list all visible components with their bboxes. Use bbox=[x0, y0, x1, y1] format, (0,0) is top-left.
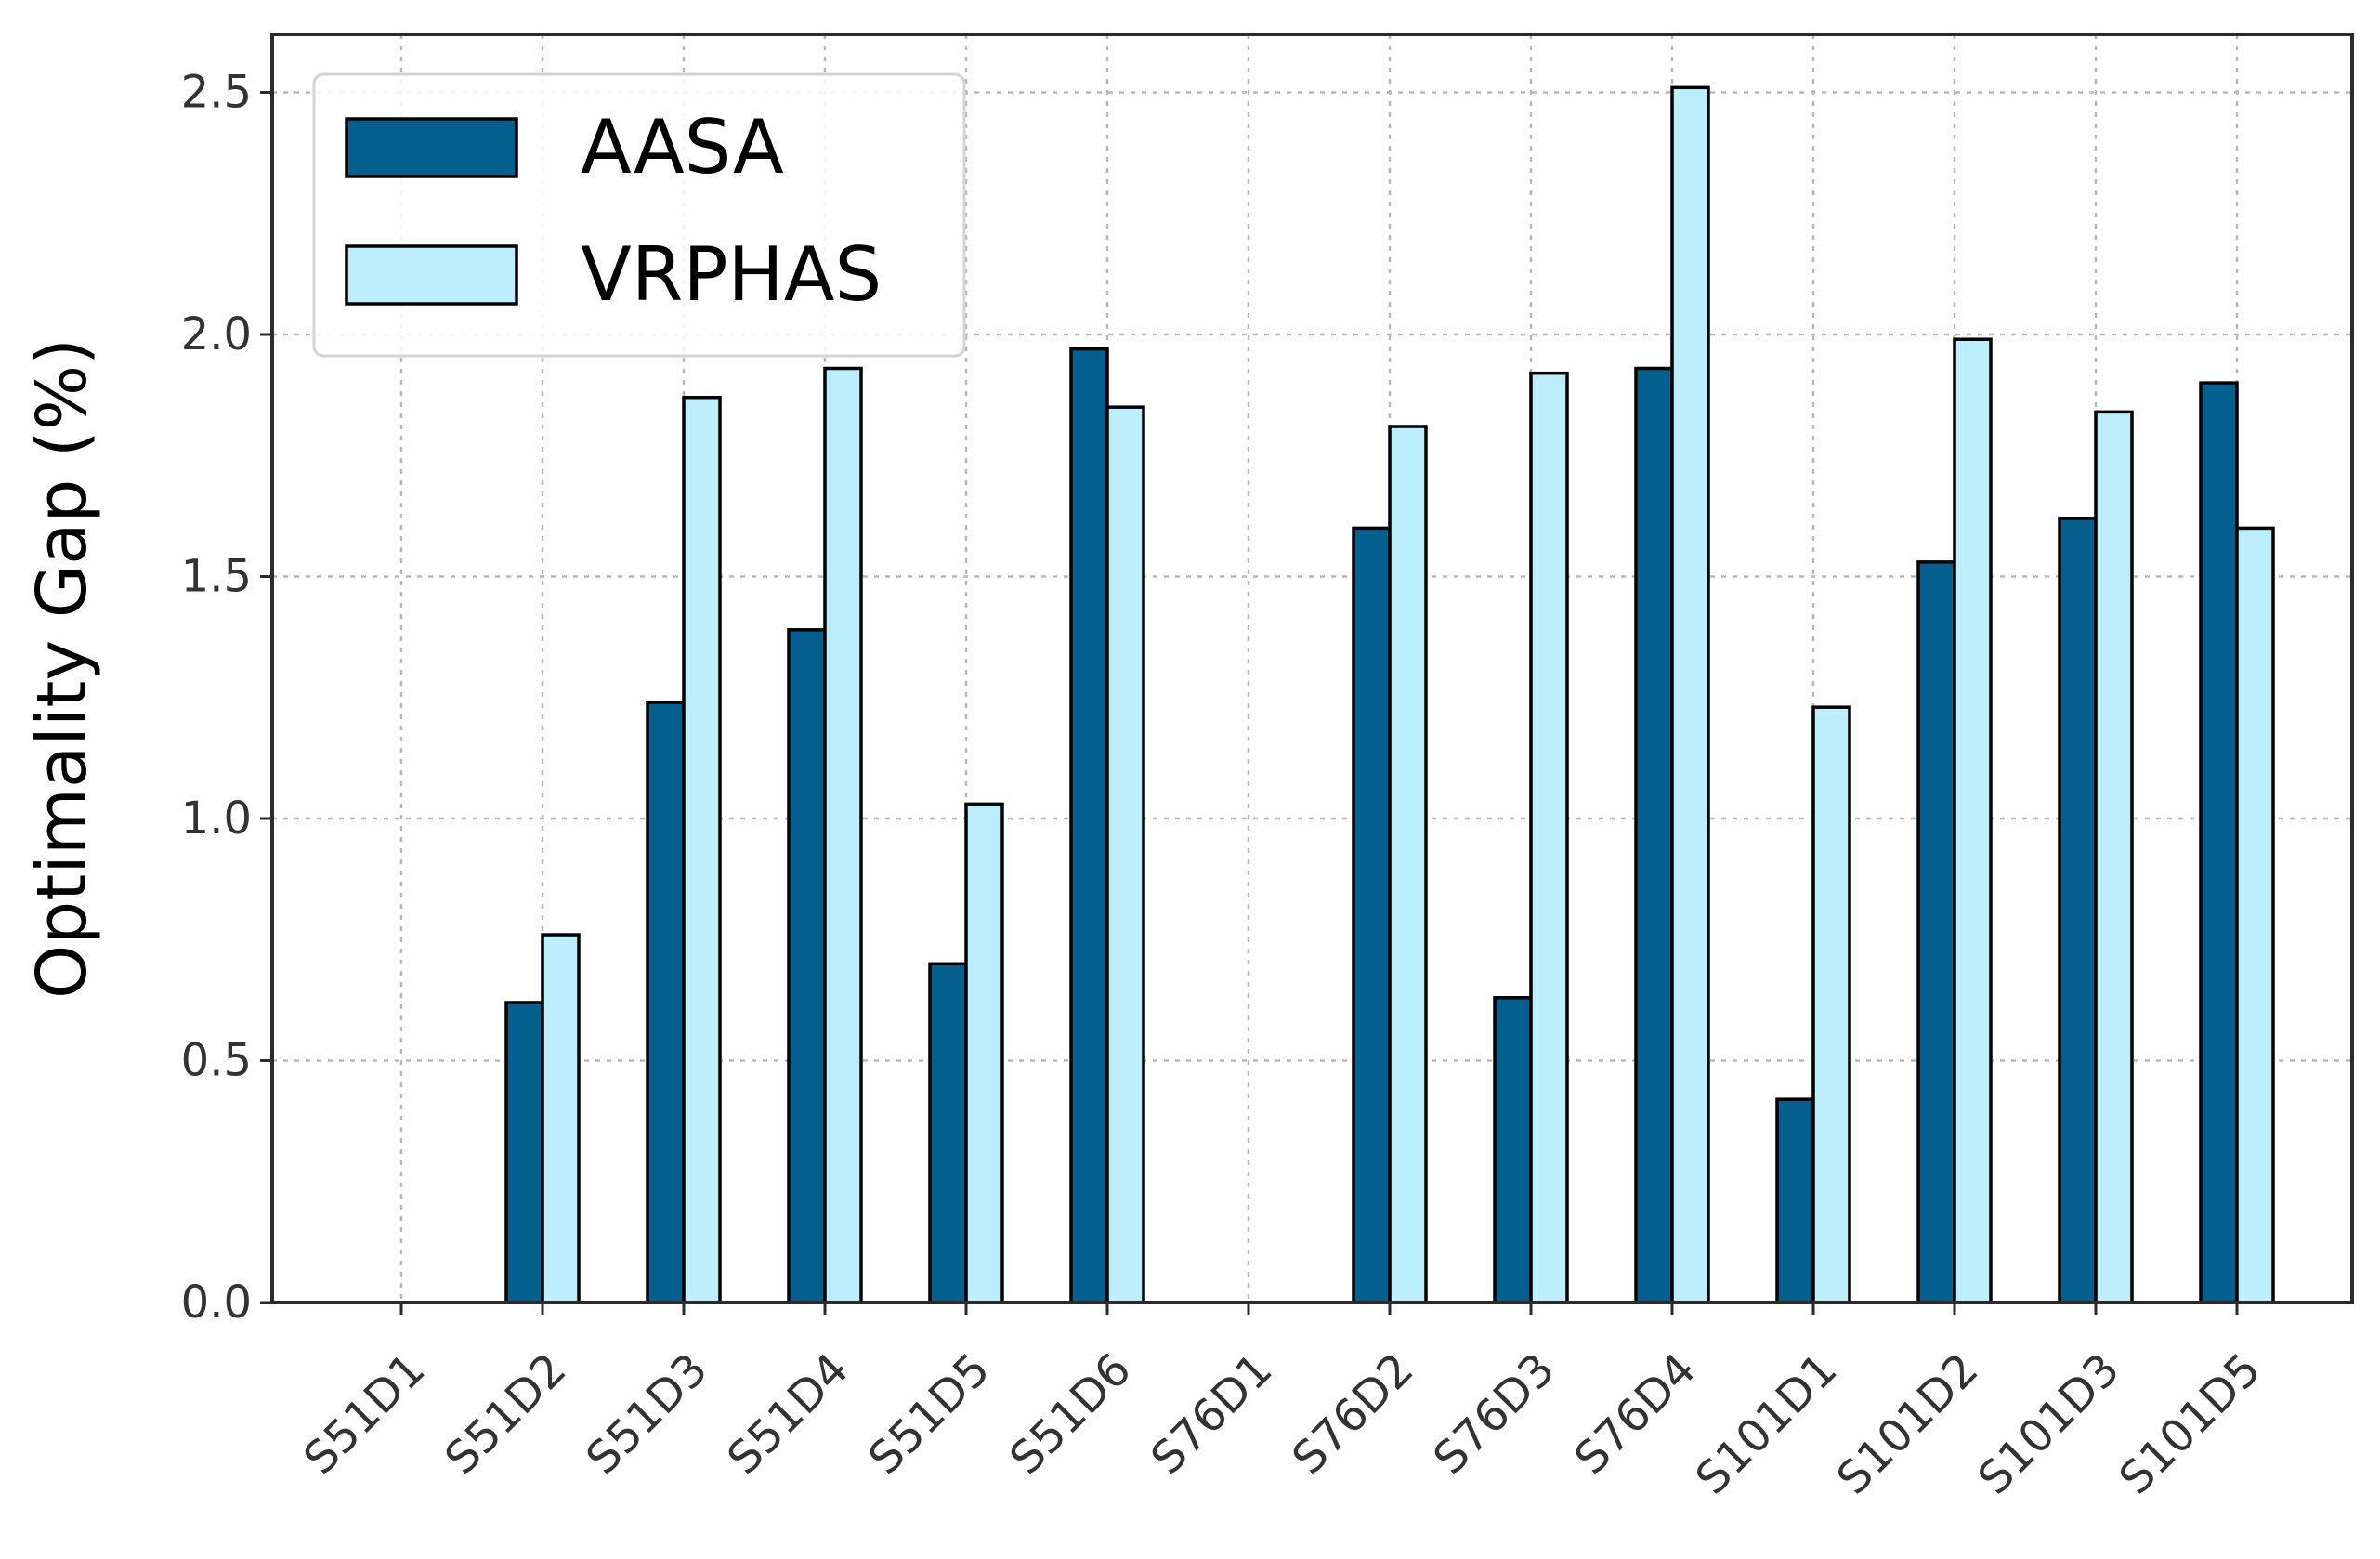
y-axis-title: Optimality Gap (%) bbox=[22, 338, 102, 999]
legend-label-aasa: AASA bbox=[581, 104, 784, 190]
bar-aasa-s51d3 bbox=[646, 701, 686, 1304]
bar-vrphas-s76d4 bbox=[1670, 85, 1710, 1304]
y-tick-label: 1.5 bbox=[181, 551, 252, 603]
bar-vrphas-s101d3 bbox=[2094, 410, 2134, 1304]
bar-aasa-s76d2 bbox=[1352, 526, 1392, 1304]
bar-aasa-s51d2 bbox=[504, 1001, 544, 1304]
bars bbox=[504, 85, 2275, 1304]
x-tick-label: S51D2 bbox=[435, 1343, 576, 1485]
y-tick-label: 2.5 bbox=[181, 67, 252, 119]
x-tick-label: S76D1 bbox=[1141, 1343, 1282, 1485]
bar-vrphas-s76d3 bbox=[1529, 371, 1569, 1304]
bar-aasa-s101d1 bbox=[1775, 1097, 1815, 1304]
plot-frame bbox=[270, 33, 2354, 1304]
bar-aasa-s101d5 bbox=[2199, 381, 2239, 1304]
bar-vrphas-s51d5 bbox=[964, 802, 1004, 1304]
bar-aasa-s51d5 bbox=[928, 962, 968, 1304]
x-tick-label: S101D2 bbox=[1827, 1343, 1989, 1505]
y-tick-label: 1.0 bbox=[181, 793, 252, 845]
x-tick-label: S101D5 bbox=[2110, 1343, 2271, 1505]
bar-vrphas-s101d5 bbox=[2235, 526, 2275, 1304]
legend-swatch-aasa bbox=[345, 117, 518, 178]
bar-aasa-s51d4 bbox=[787, 628, 827, 1304]
bar-vrphas-s101d1 bbox=[1811, 705, 1851, 1304]
x-tick-label: S76D3 bbox=[1423, 1343, 1564, 1485]
x-tick-label: S51D4 bbox=[717, 1343, 858, 1485]
y-tick-label: 0.0 bbox=[181, 1277, 252, 1329]
x-tick-label: S51D1 bbox=[294, 1343, 435, 1485]
x-tick-label: S101D3 bbox=[1968, 1343, 2130, 1505]
bar-vrphas-s51d3 bbox=[682, 395, 722, 1304]
y-tick-label: 0.5 bbox=[181, 1035, 252, 1087]
legend-swatch-vrphas bbox=[345, 244, 518, 306]
y-tick-label: 2.0 bbox=[181, 308, 252, 360]
x-tick-label: S51D5 bbox=[858, 1343, 1000, 1485]
bar-vrphas-s51d6 bbox=[1105, 405, 1145, 1304]
x-axis: S51D1 S51D2 S51D3 S51D4 S51D5 S51D6 S76D1 S76D2… bbox=[294, 1303, 2270, 1505]
bar-aasa-s76d4 bbox=[1634, 366, 1674, 1304]
bar-vrphas-s51d2 bbox=[541, 933, 581, 1304]
x-tick-label: S51D6 bbox=[1000, 1343, 1141, 1485]
x-tick-label: S76D2 bbox=[1282, 1343, 1423, 1485]
bar-vrphas-s101d2 bbox=[1953, 337, 1993, 1304]
bar-aasa-s101d2 bbox=[1916, 560, 1956, 1304]
legend: AASA VRPHAS bbox=[312, 72, 966, 358]
bar-aasa-s76d3 bbox=[1493, 996, 1533, 1304]
x-tick-label: S101D1 bbox=[1686, 1343, 1848, 1505]
bar-vrphas-s51d4 bbox=[823, 366, 863, 1304]
x-tick-label: S76D4 bbox=[1564, 1343, 1706, 1485]
bar-aasa-s101d3 bbox=[2058, 517, 2098, 1304]
y-axis: 0.0 0.5 1.0 1.5 2.0 2.5 bbox=[181, 67, 272, 1329]
bar-aasa-s51d6 bbox=[1069, 347, 1109, 1304]
x-tick-label: S51D3 bbox=[576, 1343, 717, 1485]
legend-label-vrphas: VRPHAS bbox=[581, 231, 882, 318]
bar-vrphas-s76d2 bbox=[1388, 425, 1428, 1304]
